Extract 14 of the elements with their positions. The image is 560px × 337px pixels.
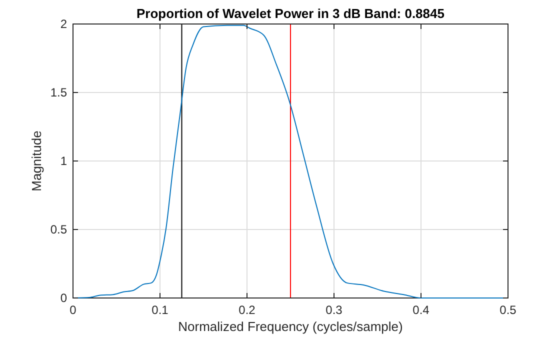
y-tick-label: 1 [60,154,68,168]
chart-title: Proportion of Wavelet Power in 3 dB Band: 0.8845 [136,6,444,21]
y-tick-label: 1.5 [50,86,68,100]
y-tick-label: 2 [60,17,68,31]
x-tick-label: 0.5 [500,303,517,317]
y-axis-title: Magnitude [29,130,44,192]
x-axis-title: Normalized Frequency (cycles/sample) [178,319,403,334]
y-tick-label: 0 [60,291,68,305]
x-tick-label: 0 [70,303,77,317]
y-tick-label: 0.5 [50,222,68,236]
x-tick-label: 0.1 [152,303,169,317]
x-tick-label: 0.4 [412,303,430,317]
x-tick-label: 0.2 [238,303,256,317]
x-tick-label: 0.3 [326,303,343,317]
